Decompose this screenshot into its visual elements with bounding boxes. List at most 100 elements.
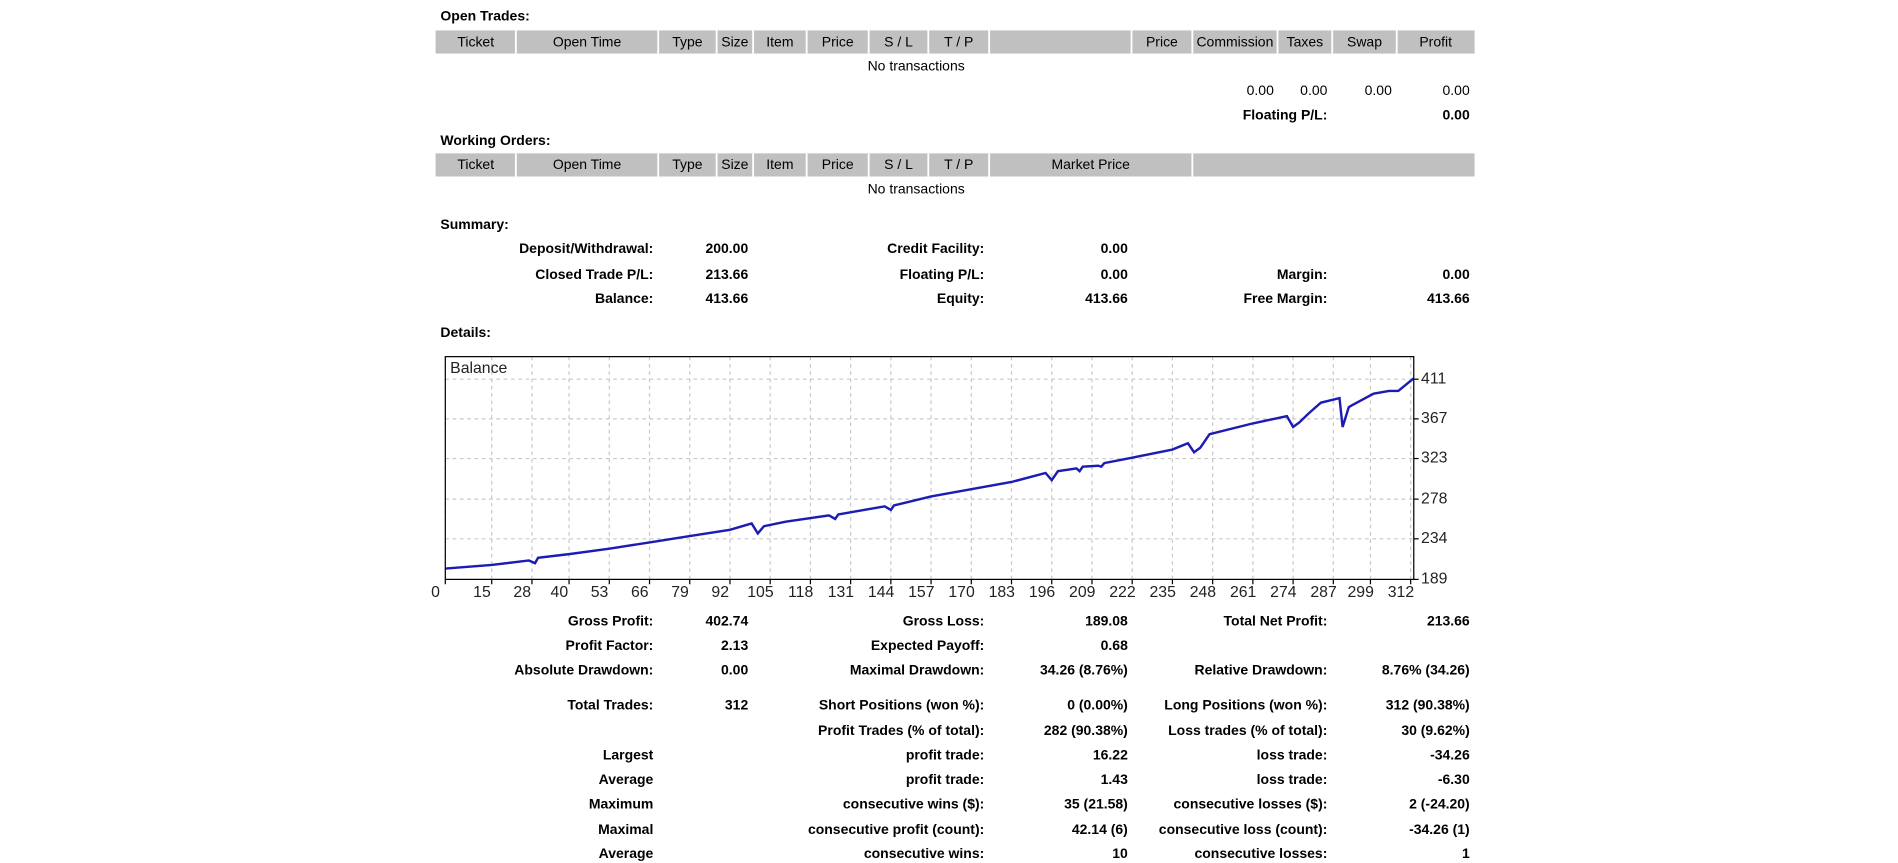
column-header: Size <box>721 33 748 49</box>
field-label: consecutive losses ($): <box>1174 795 1328 811</box>
field-label: Long Positions (won %): <box>1164 697 1327 713</box>
field-label: profit trade: <box>906 771 984 787</box>
y-tick-label: 234 <box>1421 530 1448 547</box>
field-value: 10 <box>1112 845 1128 861</box>
field-value: 0.00 <box>1101 240 1128 256</box>
field-value: 42.14 (6) <box>1072 821 1128 837</box>
x-tick-label: 170 <box>948 584 975 601</box>
x-tick-label: 40 <box>551 584 569 601</box>
column-header: S / L <box>884 156 913 172</box>
field-label: Profit Factor: <box>566 637 654 653</box>
field-label: Credit Facility: <box>887 240 984 256</box>
x-tick-label: 28 <box>513 584 531 601</box>
x-tick-label: 248 <box>1190 584 1217 601</box>
field-label: Total Trades: <box>567 697 653 713</box>
chart-background <box>445 356 1414 580</box>
total-value: 0.00 <box>1300 82 1327 98</box>
field-label: Average <box>599 845 654 861</box>
floating-label: Floating P/L: <box>1243 106 1328 122</box>
field-label: Balance: <box>595 290 653 306</box>
y-tick-label: 189 <box>1421 571 1448 588</box>
field-value: 34.26 (8.76%) <box>1040 661 1128 677</box>
column-header: Size <box>721 156 748 172</box>
x-tick-label: 79 <box>671 584 689 601</box>
field-value: -34.26 <box>1430 747 1470 763</box>
balance-line <box>445 377 1415 570</box>
column-header: Swap <box>1347 33 1382 49</box>
field-label: Profit Trades (% of total): <box>818 722 984 738</box>
field-label: consecutive losses: <box>1194 845 1327 861</box>
field-label: loss trade: <box>1257 771 1328 787</box>
column-header: Item <box>766 156 793 172</box>
field-value: -34.26 (1) <box>1409 821 1470 837</box>
field-label: consecutive wins ($): <box>843 795 984 811</box>
field-label: Expected Payoff: <box>871 637 984 653</box>
field-label: Gross Profit: <box>568 613 653 629</box>
field-label: Loss trades (% of total): <box>1168 722 1327 738</box>
field-label: Maximal Drawdown: <box>850 661 984 677</box>
x-tick-label: 209 <box>1069 584 1096 601</box>
field-label: Total Net Profit: <box>1224 613 1328 629</box>
field-value: 413.66 <box>1427 290 1470 306</box>
field-value: 0.00 <box>721 661 748 677</box>
x-tick-label: 66 <box>631 584 649 601</box>
x-tick-label: 92 <box>711 584 729 601</box>
chart-frame <box>444 356 1415 580</box>
field-label: Floating P/L: <box>900 266 985 282</box>
field-label: Relative Drawdown: <box>1195 661 1328 677</box>
field-value: 0.00 <box>1101 266 1128 282</box>
field-value: 312 <box>725 697 749 713</box>
total-value: 0.00 <box>1247 82 1274 98</box>
section-title: Working Orders: <box>440 132 550 148</box>
x-tick-label: 105 <box>747 584 774 601</box>
x-tick-label: 144 <box>868 584 895 601</box>
field-value: 30 (9.62%) <box>1401 722 1469 738</box>
field-value: 35 (21.58) <box>1064 795 1128 811</box>
x-tick-label: 299 <box>1348 584 1375 601</box>
field-value: 213.66 <box>705 266 748 282</box>
total-value: 0.00 <box>1443 82 1470 98</box>
column-header: Item <box>766 33 793 49</box>
y-tick-label: 323 <box>1421 450 1448 467</box>
x-tick-label: 261 <box>1230 584 1257 601</box>
x-tick-label: 312 <box>1388 584 1414 601</box>
column-header: T / P <box>944 156 973 172</box>
field-value: 1 <box>1462 845 1470 861</box>
field-label: Average <box>599 771 654 787</box>
field-label: Equity: <box>937 290 984 306</box>
field-value: 413.66 <box>705 290 748 306</box>
field-label: Deposit/Withdrawal: <box>519 240 653 256</box>
column-header: Market Price <box>1052 156 1131 172</box>
chart-title: Balance <box>450 360 507 377</box>
field-label: Closed Trade P/L: <box>535 266 653 282</box>
table-header <box>435 153 1475 177</box>
field-value: 0.68 <box>1101 637 1128 653</box>
section-title: Summary: <box>440 216 508 232</box>
x-tick-label: 196 <box>1029 584 1056 601</box>
y-tick-label: 367 <box>1421 410 1447 427</box>
field-value: 8.76% (34.26) <box>1382 661 1470 677</box>
x-tick-label: 53 <box>591 584 609 601</box>
floating-value: 0.00 <box>1443 106 1470 122</box>
x-tick-label: 131 <box>828 584 855 601</box>
y-tick-label: 278 <box>1421 490 1448 507</box>
column-header: Price <box>1146 33 1178 49</box>
field-label: Free Margin: <box>1243 290 1327 306</box>
field-value: -6.30 <box>1438 771 1470 787</box>
field-value: 213.66 <box>1427 613 1470 629</box>
empty-note: No transactions <box>868 58 965 74</box>
field-value: 413.66 <box>1085 290 1128 306</box>
column-header: Ticket <box>457 33 494 49</box>
section-title: Open Trades: <box>440 8 529 24</box>
field-label: Margin: <box>1277 266 1327 282</box>
field-value: 189.08 <box>1085 613 1128 629</box>
empty-note: No transactions <box>868 181 965 197</box>
column-header: Commission <box>1196 33 1273 49</box>
field-value: 2 (-24.20) <box>1409 795 1470 811</box>
column-header: Price <box>822 156 854 172</box>
field-label: consecutive wins: <box>864 845 984 861</box>
field-value: 402.74 <box>705 613 748 629</box>
field-label: Short Positions (won %): <box>819 697 984 713</box>
column-header: Ticket <box>457 156 494 172</box>
